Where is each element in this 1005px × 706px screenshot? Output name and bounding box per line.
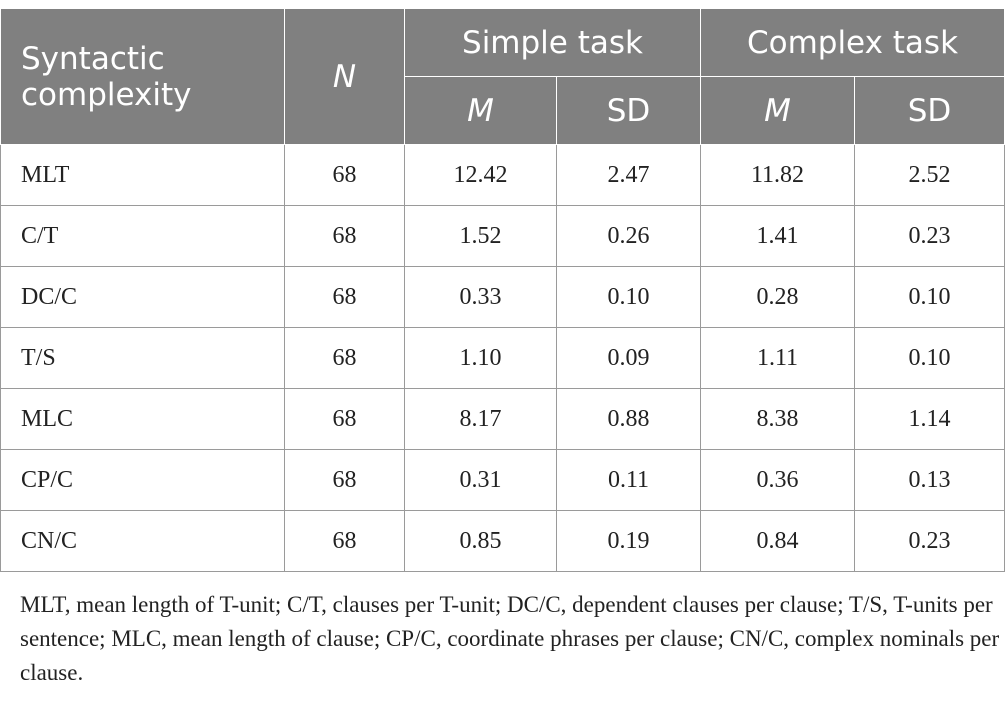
cell-n: 68 [284, 144, 405, 206]
cell-simple-sd: 0.09 [556, 327, 701, 389]
header-row-1: Syntactic complexity N Simple task Compl… [0, 8, 1005, 145]
cell-simple-m: 1.10 [404, 327, 557, 389]
header-simple-m: M [404, 76, 557, 145]
cell-complex-m: 0.36 [700, 449, 855, 511]
cell-n: 68 [284, 327, 405, 389]
cell-complex-m: 11.82 [700, 144, 855, 206]
cell-complex-sd: 0.13 [854, 449, 1005, 511]
cell-complex-m: 0.28 [700, 266, 855, 328]
cell-simple-m: 12.42 [404, 144, 557, 206]
row-label: CP/C [0, 449, 285, 511]
row-label: C/T [0, 205, 285, 267]
header-complex-m: M [700, 76, 855, 145]
cell-complex-sd: 2.52 [854, 144, 1005, 206]
cell-simple-sd: 0.11 [556, 449, 701, 511]
cell-simple-m: 8.17 [404, 388, 557, 450]
cell-n: 68 [284, 449, 405, 511]
cell-simple-m: 0.85 [404, 510, 557, 572]
table-row: T/S 68 1.10 0.09 1.11 0.10 [0, 327, 1005, 389]
table-header: Syntactic complexity N Simple task Compl… [0, 8, 1005, 145]
table-row: MLT 68 12.42 2.47 11.82 2.52 [0, 144, 1005, 206]
cell-n: 68 [284, 510, 405, 572]
header-syntactic-complexity: Syntactic complexity [0, 8, 285, 145]
cell-complex-sd: 0.23 [854, 510, 1005, 572]
table-container: Syntactic complexity N Simple task Compl… [0, 8, 1005, 690]
table-footnote: MLT, mean length of T-unit; C/T, clauses… [20, 592, 1000, 685]
header-simple-sd: SD [556, 76, 701, 145]
header-complex-task: Complex task [700, 8, 1005, 77]
header-complex-sd: SD [854, 76, 1005, 145]
header-simple-task: Simple task [404, 8, 701, 77]
table-row: C/T 68 1.52 0.26 1.41 0.23 [0, 205, 1005, 267]
row-label: CN/C [0, 510, 285, 572]
table-row: CN/C 68 0.85 0.19 0.84 0.23 [0, 510, 1005, 572]
table-row: DC/C 68 0.33 0.10 0.28 0.10 [0, 266, 1005, 328]
table-row: MLC 68 8.17 0.88 8.38 1.14 [0, 388, 1005, 450]
cell-complex-sd: 0.10 [854, 327, 1005, 389]
table-body: MLT 68 12.42 2.47 11.82 2.52 C/T 68 1.52… [0, 144, 1005, 572]
header-row-2: M SD M SD [1, 76, 1005, 145]
cell-n: 68 [284, 388, 405, 450]
header-n: N [284, 8, 405, 145]
cell-complex-sd: 0.23 [854, 205, 1005, 267]
syntactic-complexity-table: Syntactic complexity N Simple task Compl… [0, 8, 1005, 572]
cell-simple-sd: 2.47 [556, 144, 701, 206]
cell-n: 68 [284, 266, 405, 328]
cell-simple-sd: 0.88 [556, 388, 701, 450]
cell-simple-m: 1.52 [404, 205, 557, 267]
cell-simple-m: 0.31 [404, 449, 557, 511]
cell-n: 68 [284, 205, 405, 267]
cell-complex-m: 8.38 [700, 388, 855, 450]
cell-complex-m: 0.84 [700, 510, 855, 572]
row-label: DC/C [0, 266, 285, 328]
cell-complex-m: 1.11 [700, 327, 855, 389]
row-label: T/S [0, 327, 285, 389]
cell-simple-sd: 0.19 [556, 510, 701, 572]
table-row: CP/C 68 0.31 0.11 0.36 0.13 [0, 449, 1005, 511]
row-label: MLC [0, 388, 285, 450]
cell-simple-sd: 0.10 [556, 266, 701, 328]
cell-complex-m: 1.41 [700, 205, 855, 267]
cell-complex-sd: 1.14 [854, 388, 1005, 450]
cell-simple-m: 0.33 [404, 266, 557, 328]
cell-complex-sd: 0.10 [854, 266, 1005, 328]
row-label: MLT [0, 144, 285, 206]
cell-simple-sd: 0.26 [556, 205, 701, 267]
